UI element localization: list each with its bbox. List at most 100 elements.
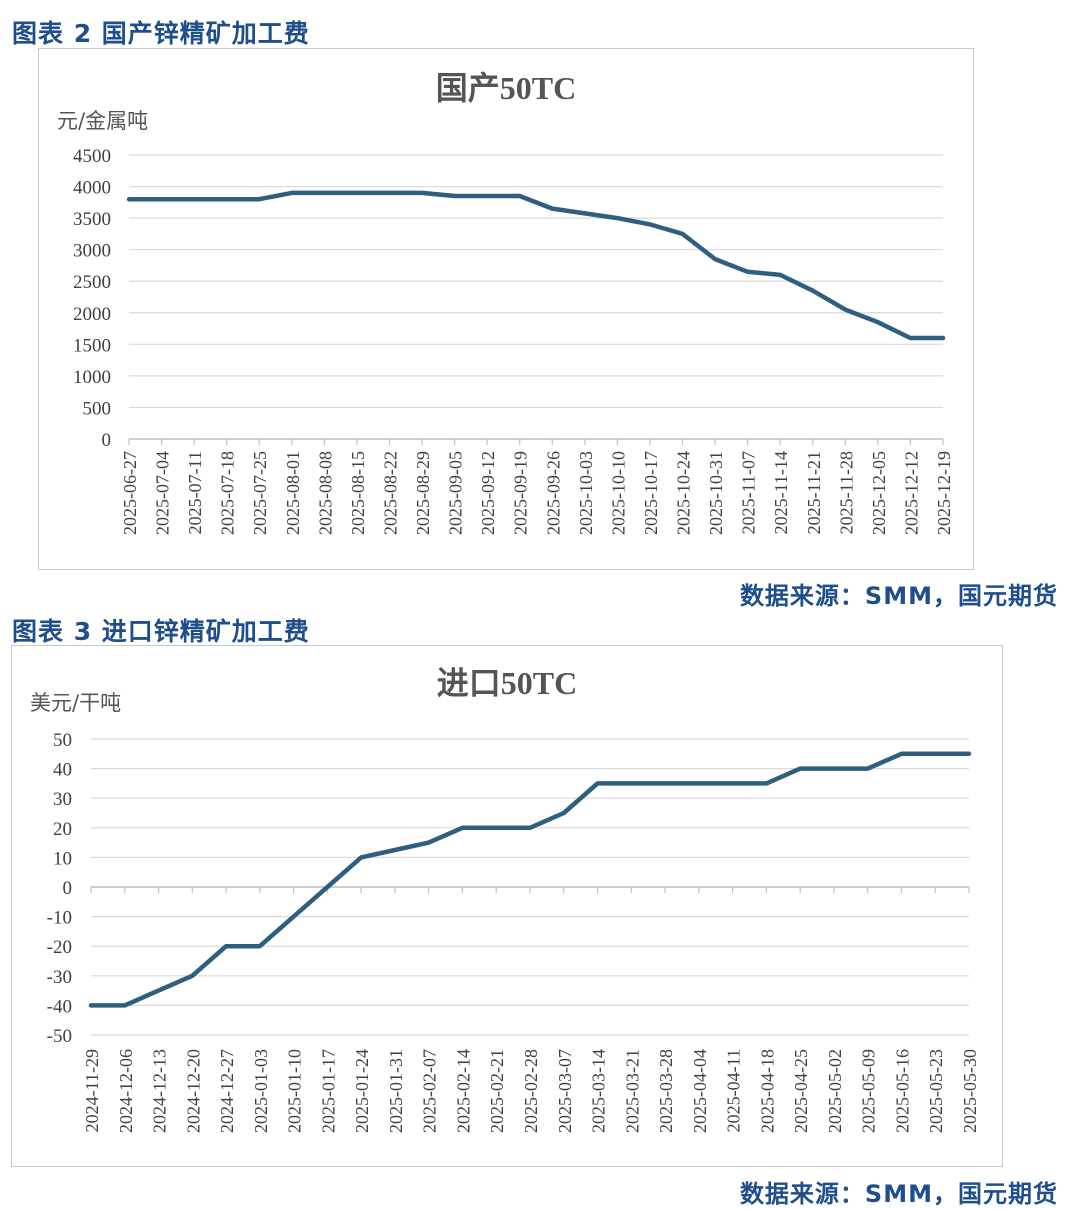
import-data-point <box>562 811 566 815</box>
domestic-data-point <box>778 273 782 277</box>
import-y-tick-label: 40 <box>53 760 72 781</box>
domestic-data-point <box>876 320 880 324</box>
domestic-x-tick-label: 2025-06-27 <box>120 451 140 535</box>
domestic-x-tick-label: 2025-07-25 <box>250 451 270 535</box>
domestic-x-tick-label: 2025-10-03 <box>576 451 596 535</box>
import-data-point <box>89 1003 93 1007</box>
import-data-point <box>528 826 532 830</box>
import-data-point <box>866 767 870 771</box>
domestic-data-point <box>713 257 717 261</box>
domestic-data-point <box>387 191 391 195</box>
source-note-import: 数据来源：SMM，国元期货 <box>739 1180 1058 1208</box>
domestic-x-tick-label: 2025-11-21 <box>804 451 824 534</box>
domestic-y-axis-label: 元/金属吨 <box>57 109 148 133</box>
import-x-tick-label: 2025-03-07 <box>555 1049 575 1133</box>
import-x-tick-label: 2025-05-09 <box>859 1049 879 1133</box>
domestic-y-tick-label: 4000 <box>73 178 111 199</box>
domestic-data-point <box>615 216 619 220</box>
domestic-data-point <box>290 191 294 195</box>
import-y-tick-label: 0 <box>63 878 73 899</box>
import-y-tick-label: -10 <box>47 908 72 929</box>
import-x-tick-label: 2025-05-23 <box>926 1049 946 1133</box>
import-data-point <box>494 826 498 830</box>
import-x-tick-label: 2025-02-14 <box>453 1049 473 1133</box>
import-data-point <box>393 848 397 852</box>
domestic-data-point <box>746 270 750 274</box>
domestic-y-tick-label: 1500 <box>73 335 111 356</box>
import-x-tick-label: 2025-04-25 <box>791 1049 811 1133</box>
import-data-point <box>933 752 937 756</box>
domestic-x-tick-label: 2025-10-24 <box>674 451 694 535</box>
import-y-tick-label: 50 <box>53 730 72 751</box>
domestic-data-point <box>518 194 522 198</box>
domestic-data-point <box>648 222 652 226</box>
domestic-data-point <box>681 232 685 236</box>
figure-caption-import: 图表 3 进口锌精矿加工费 <box>12 617 310 646</box>
import-x-tick-label: 2025-01-10 <box>285 1049 305 1133</box>
import-data-point <box>697 781 701 785</box>
domestic-chart-title: 国产50TC <box>436 70 576 106</box>
import-x-tick-label: 2025-01-24 <box>352 1049 372 1133</box>
import-data-point <box>224 944 228 948</box>
import-chart-title: 进口50TC <box>437 665 577 701</box>
domestic-x-tick-label: 2025-10-10 <box>608 451 628 535</box>
domestic-x-tick-label: 2025-12-12 <box>901 451 921 535</box>
domestic-x-tick-label: 2025-08-08 <box>315 451 335 535</box>
domestic-y-tick-label: 500 <box>83 398 112 419</box>
domestic-x-tick-label: 2025-08-01 <box>283 451 303 535</box>
domestic-data-point <box>811 289 815 293</box>
chart-domestic-svg: 国产50TC 元/金属吨 4500 4000 3500 3000 2500 2000 1500 1… <box>57 70 954 535</box>
import-data-point <box>629 781 633 785</box>
import-x-tick-label: 2025-01-17 <box>318 1049 338 1133</box>
import-data-point <box>460 826 464 830</box>
import-x-tick-label: 2025-02-21 <box>487 1049 507 1133</box>
import-x-tick-label: 2025-04-18 <box>757 1049 777 1133</box>
import-x-tick-label: 2025-02-07 <box>420 1049 440 1133</box>
domestic-data-point <box>908 336 912 340</box>
import-data-point <box>798 767 802 771</box>
import-x-tick-label: 2025-03-14 <box>589 1049 609 1133</box>
import-x-tick-label: 2024-12-20 <box>183 1049 203 1133</box>
import-x-tick-label: 2025-01-31 <box>386 1049 406 1133</box>
domestic-y-tick-label: 4500 <box>73 146 111 167</box>
import-x-tick-label: 2025-04-11 <box>724 1049 744 1132</box>
import-y-tick-label: -30 <box>47 967 72 988</box>
domestic-x-tick-label: 2025-12-05 <box>869 451 889 535</box>
import-x-tick-label: 2024-12-06 <box>116 1049 136 1133</box>
chart-import-svg: 进口50TC 美元/干吨 50 40 30 20 10 0 -10 -20 -30 -40 -50 202… <box>30 665 980 1133</box>
import-data-point <box>359 855 363 859</box>
domestic-data-point <box>160 197 164 201</box>
import-x-tick-label: 2025-03-28 <box>656 1049 676 1133</box>
domestic-y-tick-label: 1000 <box>73 367 111 388</box>
import-data-point <box>832 767 836 771</box>
domestic-data-point <box>453 194 457 198</box>
domestic-x-tick-label: 2025-07-18 <box>218 451 238 535</box>
import-data-point <box>292 915 296 919</box>
import-data-point <box>899 752 903 756</box>
domestic-y-tick-label: 3500 <box>73 209 111 230</box>
import-y-tick-label: -40 <box>47 996 72 1017</box>
import-data-point <box>258 944 262 948</box>
import-x-tick-label: 2025-05-02 <box>825 1049 845 1133</box>
import-y-tick-label: -20 <box>47 937 72 958</box>
import-y-tick-label: -50 <box>47 1026 72 1047</box>
domestic-data-point <box>420 191 424 195</box>
import-x-tick-label: 2024-12-13 <box>150 1049 170 1133</box>
import-data-point <box>764 781 768 785</box>
import-y-tick-label: 30 <box>53 789 72 810</box>
domestic-data-point <box>192 197 196 201</box>
import-data-point <box>596 781 600 785</box>
domestic-x-tick-label: 2025-12-19 <box>934 451 954 535</box>
import-data-point <box>157 989 161 993</box>
domestic-x-tick-label: 2025-09-05 <box>446 451 466 535</box>
import-y-tick-label: 20 <box>53 819 72 840</box>
domestic-y-tick-label: 3000 <box>73 241 111 262</box>
import-series-line <box>88 751 972 1008</box>
domestic-y-tick-label: 0 <box>102 430 112 451</box>
domestic-data-point <box>225 197 229 201</box>
domestic-x-tick-label: 2025-11-07 <box>739 451 759 534</box>
import-y-tick-label: 10 <box>53 848 72 869</box>
domestic-y-tick-label: 2500 <box>73 272 111 293</box>
domestic-series-line <box>126 190 946 341</box>
domestic-data-point <box>583 211 587 215</box>
